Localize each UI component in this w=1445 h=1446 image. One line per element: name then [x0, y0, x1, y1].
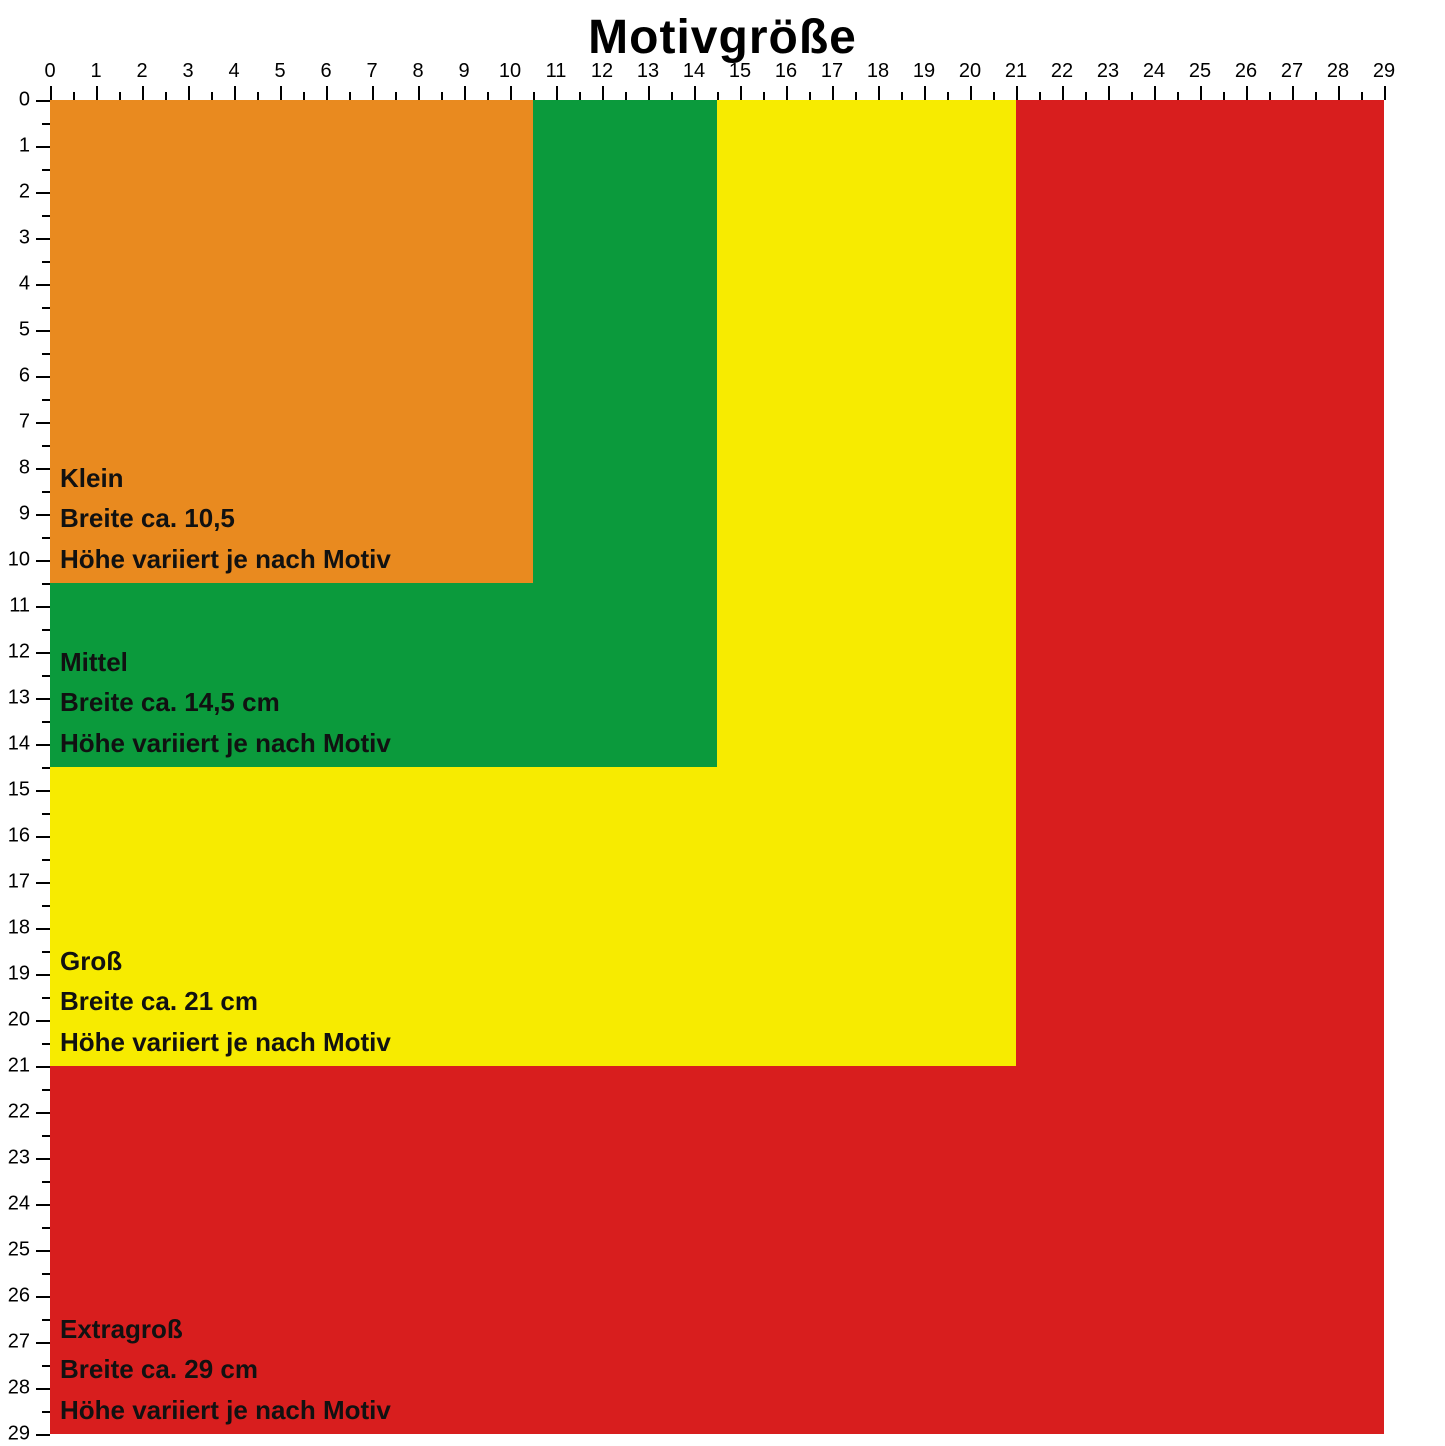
ruler-top-label: 19 [913, 60, 935, 83]
size-label-klein: KleinBreite ca. 10,5Höhe variiert je nac… [60, 458, 391, 579]
ruler-top-label: 29 [1373, 60, 1395, 83]
ruler-left-label: 12 [8, 641, 30, 664]
ruler-left-label: 20 [8, 1009, 30, 1032]
ruler-left-label: 0 [19, 89, 30, 112]
ruler-top-label: 15 [729, 60, 751, 83]
ruler-left-label: 23 [8, 1147, 30, 1170]
ruler-left-label: 17 [8, 871, 30, 894]
ruler-left-label: 25 [8, 1239, 30, 1262]
size-label-extragroß: ExtragroßBreite ca. 29 cmHöhe variiert j… [60, 1309, 391, 1430]
ruler-left-label: 21 [8, 1055, 30, 1078]
ruler-top-label: 17 [821, 60, 843, 83]
ruler-left-label: 16 [8, 825, 30, 848]
size-label-line: Höhe variiert je nach Motiv [60, 539, 391, 579]
ruler-top-label: 10 [499, 60, 521, 83]
ruler-top-label: 7 [366, 60, 377, 83]
ruler-top-label: 14 [683, 60, 705, 83]
size-label-line: Mittel [60, 642, 391, 682]
ruler-left-label: 11 [9, 595, 30, 618]
ruler-top-label: 25 [1189, 60, 1211, 83]
ruler-top-label: 12 [591, 60, 613, 83]
ruler-left-label: 26 [8, 1285, 30, 1308]
ruler-left-label: 24 [8, 1193, 30, 1216]
ruler-left-label: 27 [8, 1331, 30, 1354]
ruler-top-label: 27 [1281, 60, 1303, 83]
size-label-line: Breite ca. 10,5 [60, 498, 391, 538]
ruler-left-label: 9 [19, 503, 30, 526]
ruler-top-label: 8 [412, 60, 423, 83]
ruler-top-label: 22 [1051, 60, 1073, 83]
ruler-left-label: 10 [8, 549, 30, 572]
size-label-line: Breite ca. 21 cm [60, 981, 391, 1021]
ruler-left-label: 6 [19, 365, 30, 388]
ruler-top-label: 13 [637, 60, 659, 83]
size-label-line: Extragroß [60, 1309, 391, 1349]
ruler-top-label: 18 [867, 60, 889, 83]
ruler-left-label: 15 [8, 779, 30, 802]
size-label-line: Höhe variiert je nach Motiv [60, 1022, 391, 1062]
size-label-line: Breite ca. 29 cm [60, 1349, 391, 1389]
size-label-line: Höhe variiert je nach Motiv [60, 723, 391, 763]
ruler-left-label: 5 [19, 319, 30, 342]
size-label-mittel: MittelBreite ca. 14,5 cmHöhe variiert je… [60, 642, 391, 763]
ruler-left-label: 28 [8, 1377, 30, 1400]
ruler-top-label: 2 [136, 60, 147, 83]
ruler-top-label: 21 [1005, 60, 1027, 83]
ruler-top-label: 1 [90, 60, 101, 83]
size-diagram: Motivgröße 01234567891011121314151617181… [0, 0, 1445, 1445]
size-label-line: Klein [60, 458, 391, 498]
ruler-left-label: 3 [19, 227, 30, 250]
ruler-top-label: 0 [44, 60, 55, 83]
size-label-line: Groß [60, 941, 391, 981]
ruler-left-label: 2 [19, 181, 30, 204]
ruler-top-label: 9 [458, 60, 469, 83]
ruler-left-label: 14 [8, 733, 30, 756]
ruler-top-label: 28 [1327, 60, 1349, 83]
ruler-top-label: 24 [1143, 60, 1165, 83]
ruler-top-label: 23 [1097, 60, 1119, 83]
size-box-klein: KleinBreite ca. 10,5Höhe variiert je nac… [50, 100, 533, 583]
ruler-left-label: 8 [19, 457, 30, 480]
ruler-top-label: 20 [959, 60, 981, 83]
size-label-line: Höhe variiert je nach Motiv [60, 1390, 391, 1430]
ruler-left-label: 4 [19, 273, 30, 296]
ruler-left-label: 7 [19, 411, 30, 434]
diagram-title: Motivgröße [0, 10, 1445, 65]
ruler-left-label: 19 [8, 963, 30, 986]
size-label-groß: GroßBreite ca. 21 cmHöhe variiert je nac… [60, 941, 391, 1062]
ruler-left-label: 13 [8, 687, 30, 710]
ruler-top-label: 4 [228, 60, 239, 83]
ruler-top-label: 6 [320, 60, 331, 83]
ruler-top-label: 11 [546, 60, 567, 83]
ruler-top-label: 16 [775, 60, 797, 83]
size-label-line: Breite ca. 14,5 cm [60, 682, 391, 722]
ruler-top-label: 3 [182, 60, 193, 83]
ruler-left-label: 29 [8, 1423, 30, 1446]
ruler-top-label: 5 [274, 60, 285, 83]
ruler-left-label: 1 [19, 135, 30, 158]
ruler-left-label: 22 [8, 1101, 30, 1124]
ruler-left-label: 18 [8, 917, 30, 940]
ruler-top-label: 26 [1235, 60, 1257, 83]
